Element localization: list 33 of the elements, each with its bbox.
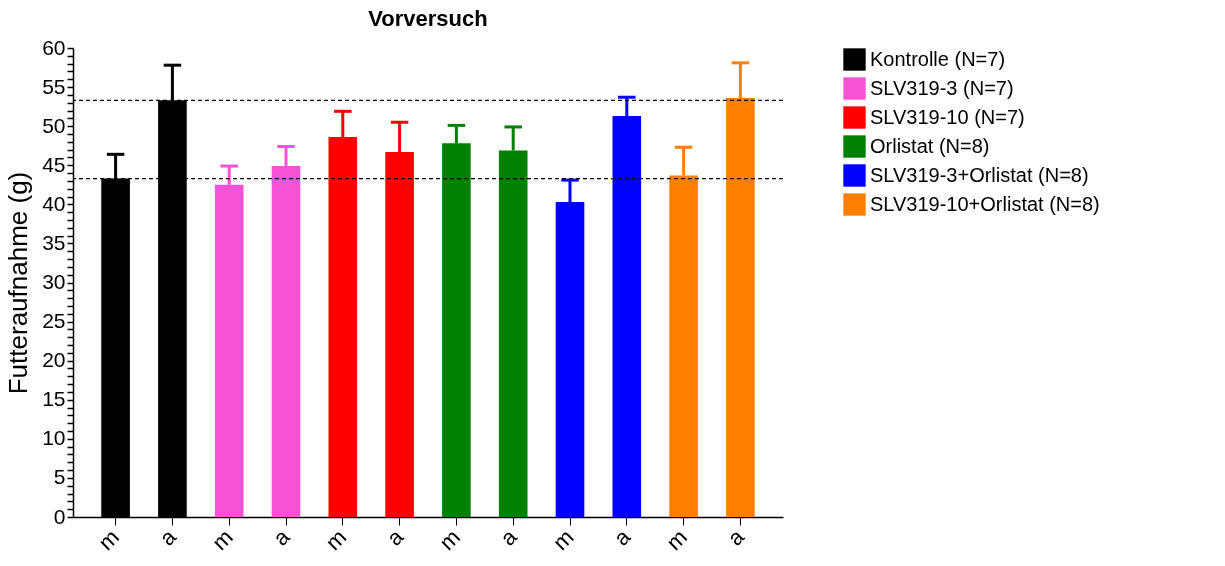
legend-label: Kontrolle (N=7): [870, 47, 1006, 70]
y-axis-title: Futteraufnahme (g): [3, 171, 34, 395]
x-tick-label: m: [207, 524, 238, 555]
y-tick-label: 10: [42, 426, 66, 450]
y-tick-label: 0: [53, 504, 66, 528]
x-tick-label: m: [320, 524, 352, 555]
y-tick-label: 50: [42, 113, 66, 137]
x-tick-label: a: [608, 523, 636, 551]
y-tick-label: 40: [42, 191, 66, 215]
y-tick-label: 30: [42, 270, 66, 293]
chart-title: Vorversuch: [368, 6, 488, 31]
x-tick-label: a: [154, 523, 182, 551]
y-tick-label: 5: [53, 465, 66, 489]
x-tick-label: m: [93, 524, 125, 555]
x-tick-label: a: [381, 523, 409, 551]
y-tick-label: 45: [42, 152, 66, 176]
y-tick-label: 60: [42, 35, 66, 59]
legend-label: SLV319-3+Orlistat (N=8): [870, 163, 1089, 186]
y-tick-label: 35: [42, 230, 66, 254]
x-tick-label: a: [495, 523, 523, 551]
x-tick-label: m: [661, 524, 693, 555]
x-tick-label: m: [547, 524, 579, 555]
y-tick-label: 20: [42, 348, 66, 372]
legend-label: Orlistat (N=8): [870, 134, 990, 157]
x-tick-label: a: [268, 523, 296, 551]
y-tick-label: 55: [42, 74, 66, 98]
x-tick-label: a: [722, 523, 750, 551]
y-tick-label: 15: [42, 387, 66, 411]
legend-label: SLV319-10+Orlistat (N=8): [870, 192, 1100, 215]
y-tick-label: 25: [42, 309, 66, 333]
x-tick-label: m: [434, 524, 465, 555]
legend-label: SLV319-3 (N=7): [870, 76, 1014, 99]
legend-label: SLV319-10 (N=7): [870, 105, 1025, 128]
